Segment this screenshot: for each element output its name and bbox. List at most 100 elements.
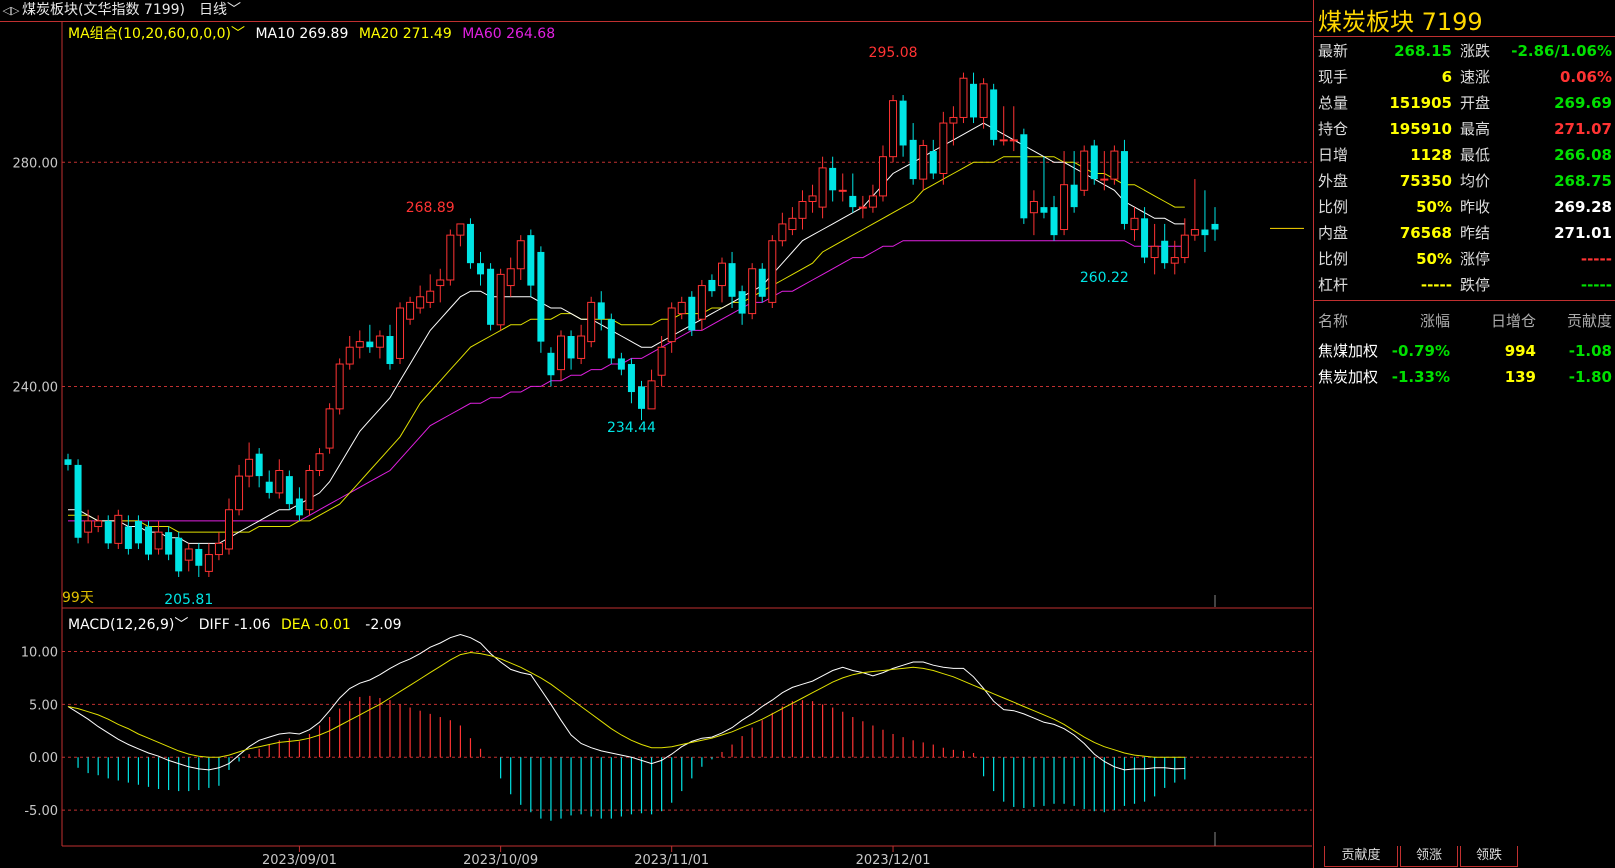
macd-value: -2.09 xyxy=(365,617,402,633)
candle-body xyxy=(929,151,937,174)
candle-body xyxy=(627,364,635,393)
candle xyxy=(345,336,354,370)
candle-body xyxy=(154,531,163,550)
date-tick-label: 2023/10/09 xyxy=(463,853,538,868)
quote-value: 271.01 xyxy=(1554,224,1612,242)
tab-leading-down[interactable]: 领跌 xyxy=(1460,846,1518,867)
contrib-row[interactable]: 焦煤加权 -0.79% 994 -1.08 xyxy=(1314,338,1615,364)
ma-combo-label[interactable]: MA组合(10,20,60,0,0,0)﹀ xyxy=(68,26,245,42)
candle-body xyxy=(366,341,374,348)
candle xyxy=(466,218,474,269)
candle-body xyxy=(979,83,988,118)
candle-body xyxy=(597,302,605,320)
candle-body xyxy=(617,358,625,370)
tab-contribution[interactable]: 贡献度 xyxy=(1324,846,1398,867)
candle-body xyxy=(838,189,847,192)
candle-body xyxy=(990,89,998,140)
macd-name-label[interactable]: MACD(12,26,9)﹀ xyxy=(68,617,188,633)
candle-body xyxy=(999,139,1008,142)
candle xyxy=(386,324,394,370)
candle xyxy=(990,83,998,146)
quote-value: 268.75 xyxy=(1554,172,1612,190)
candle xyxy=(1110,145,1119,185)
candle xyxy=(1020,128,1028,224)
candle xyxy=(547,347,555,387)
candle xyxy=(577,324,586,365)
ma20-polyline xyxy=(68,156,1185,533)
candle xyxy=(677,296,686,320)
chart-title: 煤炭板块(文华指数 7199) xyxy=(22,2,186,18)
candle-body xyxy=(94,520,103,528)
axis-labels: 240.00 280.00 10.00 5.00 0.00 -5.00 2023/09/01… xyxy=(13,156,1304,868)
candle xyxy=(607,313,615,365)
candle xyxy=(587,296,596,348)
price-tick-label: 240.00 xyxy=(13,380,59,395)
ma20-value: MA20 271.49 xyxy=(358,26,452,42)
kline-chart[interactable]: 240.00 280.00 10.00 5.00 0.00 -5.00 2023/09/01… xyxy=(0,21,1312,868)
contrib-row[interactable]: 焦炭加权 -1.33% 139 -1.80 xyxy=(1314,364,1615,390)
candle-body xyxy=(416,296,425,309)
back-forward-icon[interactable]: ◁▷ xyxy=(2,4,20,17)
candle xyxy=(909,123,917,185)
quote-label: 最低 xyxy=(1460,146,1491,164)
quote-row: 外盘 75350 均价 268.75 xyxy=(1314,168,1615,194)
period-selector[interactable]: 日线﹀ xyxy=(199,2,241,18)
candle xyxy=(858,195,867,219)
candle xyxy=(1029,190,1038,236)
candle-body xyxy=(204,554,213,572)
contrib-inc: 994 xyxy=(1504,342,1536,360)
quote-value: 50% xyxy=(1416,198,1452,216)
chart-grid xyxy=(0,21,1312,847)
high-annotation: 268.89 xyxy=(406,200,455,216)
candle-body xyxy=(134,520,142,544)
candle-body xyxy=(788,217,797,231)
candle-body xyxy=(1029,201,1038,214)
quote-value: 271.07 xyxy=(1554,120,1612,138)
candle-body xyxy=(858,206,867,209)
period-label: 日线 xyxy=(199,2,228,18)
candle-body xyxy=(275,470,284,494)
candle xyxy=(516,235,525,280)
candle-body xyxy=(184,548,193,561)
annotations: 268.89 295.08 205.81 234.44 260.22 99天 xyxy=(62,45,1129,608)
candle xyxy=(366,324,374,353)
candle xyxy=(1050,195,1058,241)
candle-body xyxy=(1020,134,1028,219)
date-tick-label: 2023/11/01 xyxy=(634,853,709,868)
price-tick-label: 280.00 xyxy=(13,156,59,171)
candle-body xyxy=(577,335,586,359)
candle-body xyxy=(758,268,766,297)
quote-value: 195910 xyxy=(1389,120,1452,138)
quote-label: 涨跌 xyxy=(1460,42,1491,60)
candle-body xyxy=(285,476,293,505)
quote-value: 1128 xyxy=(1410,146,1452,164)
candle-body xyxy=(1150,245,1159,259)
candle xyxy=(224,498,233,555)
quote-label: 最新 xyxy=(1318,42,1349,60)
ma-legend: MA组合(10,20,60,0,0,0)﹀ MA10 269.89 MA20 2… xyxy=(68,23,555,43)
candle-body xyxy=(738,291,746,314)
tab-leading-up[interactable]: 领涨 xyxy=(1400,846,1458,867)
candle xyxy=(1150,223,1159,275)
candle-body xyxy=(829,167,837,191)
candle xyxy=(406,296,415,325)
candle xyxy=(1060,151,1069,236)
candle-body xyxy=(396,307,405,359)
quote-label: 杠杆 xyxy=(1318,276,1349,294)
col-inc: 日增仓 xyxy=(1490,312,1536,330)
candle-body xyxy=(1141,218,1149,258)
candle xyxy=(275,459,284,499)
quote-value: 6 xyxy=(1441,68,1452,86)
candle xyxy=(1211,207,1219,241)
low-annotation: 260.22 xyxy=(1080,270,1129,286)
candle-body xyxy=(506,268,515,287)
candle xyxy=(114,509,123,549)
quote-label: 内盘 xyxy=(1318,224,1349,242)
candle-body xyxy=(677,301,686,315)
divider xyxy=(1314,300,1615,301)
candle xyxy=(808,184,817,213)
candle-body xyxy=(949,116,958,124)
candle xyxy=(527,229,535,297)
candle xyxy=(758,263,766,303)
candle-body xyxy=(537,251,545,342)
